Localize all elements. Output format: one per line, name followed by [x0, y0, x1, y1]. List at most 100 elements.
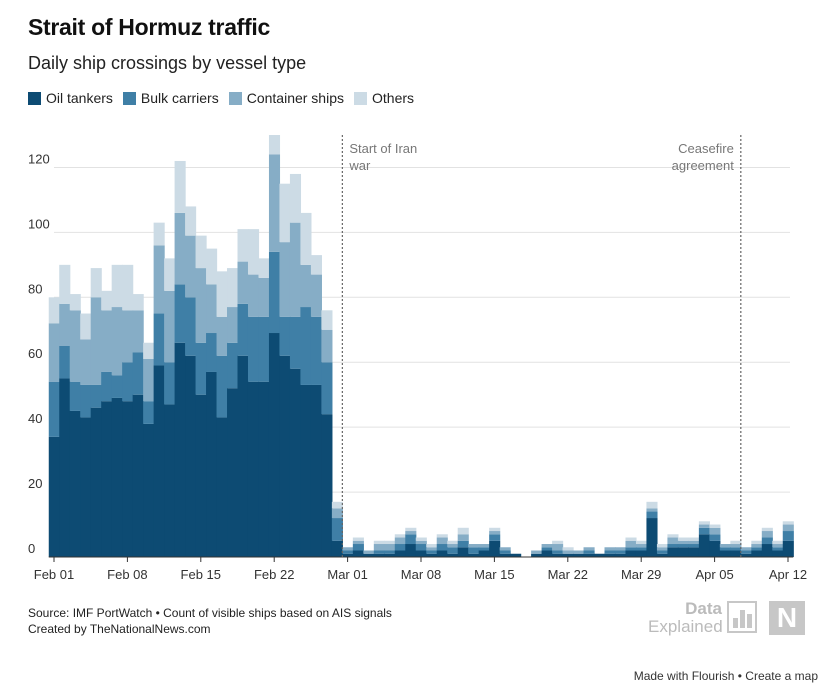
- bar-segment: [677, 537, 689, 541]
- bar-segment: [436, 537, 448, 545]
- bar-segment: [541, 544, 553, 548]
- bar-segment: [206, 248, 218, 285]
- bar-segment: [709, 524, 721, 528]
- bar-segment: [614, 550, 627, 554]
- bar-segment: [667, 544, 679, 548]
- bar-segment: [646, 508, 658, 512]
- bar-segment: [489, 534, 501, 541]
- bar-segment: [499, 553, 511, 557]
- bar-segment: [48, 297, 60, 324]
- bar-segment: [625, 547, 637, 551]
- bar-segment: [751, 547, 763, 551]
- brand-line2: Explained: [648, 617, 723, 636]
- bar-segment: [730, 540, 742, 545]
- bar-segment: [48, 436, 60, 557]
- legend-label: Container ships: [246, 90, 344, 106]
- bar-segment: [541, 547, 553, 551]
- bar-segment: [90, 407, 102, 557]
- legend-item-others[interactable]: Others: [354, 90, 414, 106]
- bar-segment: [279, 316, 291, 356]
- bar-segment: [227, 342, 239, 389]
- bar-segment: [562, 553, 574, 557]
- bar-segment: [195, 268, 207, 343]
- bar-segment: [153, 365, 165, 557]
- bar-segment: [247, 229, 260, 275]
- bar-segment: [457, 527, 469, 535]
- bar-segment: [646, 501, 658, 509]
- bar-segment: [772, 544, 784, 548]
- bar-segment: [531, 550, 543, 554]
- bar-segment: [258, 258, 270, 278]
- legend-item-container-ships[interactable]: Container ships: [228, 90, 344, 106]
- bar-segment: [415, 537, 427, 541]
- bar-segment: [300, 384, 312, 557]
- bar-segment: [132, 394, 144, 557]
- bar-segment: [489, 527, 501, 532]
- bar-segment: [195, 342, 207, 395]
- bar-segment: [279, 183, 291, 243]
- bar-segment: [782, 540, 794, 557]
- bar-segment: [48, 323, 60, 382]
- x-tick-label: Mar 08: [401, 567, 441, 582]
- bar-segment: [552, 540, 564, 545]
- bar-segment: [782, 531, 794, 541]
- bar-segment: [331, 501, 343, 509]
- bar-segment: [206, 284, 218, 334]
- bar-segment: [405, 527, 417, 532]
- x-tick-label: Feb 01: [34, 567, 74, 582]
- bar-segment: [384, 540, 396, 545]
- bar-segment: [164, 290, 176, 363]
- bar-segment: [227, 268, 239, 308]
- bar-segment: [667, 534, 679, 538]
- bar-segment: [195, 394, 207, 557]
- bar-segment: [143, 358, 155, 402]
- bar-segment: [59, 264, 71, 304]
- bar-segment: [258, 316, 270, 382]
- legend-swatch: [28, 91, 41, 105]
- bar-segment: [237, 355, 249, 557]
- bar-segment: [447, 553, 459, 557]
- bar-segment: [90, 297, 102, 385]
- bar-segment: [300, 264, 312, 308]
- x-tick-label: Feb 22: [254, 567, 294, 582]
- bar-segment: [101, 371, 113, 402]
- create-map-link[interactable]: Create a map: [745, 669, 818, 683]
- bar-segment: [730, 544, 742, 548]
- legend-item-bulk-carriers[interactable]: Bulk carriers: [122, 90, 219, 106]
- bar-segment: [468, 547, 480, 554]
- bar-segment: [247, 316, 260, 382]
- bar-segment: [164, 362, 176, 405]
- bar-segment: [573, 550, 585, 554]
- bar-segment: [69, 294, 81, 311]
- bar-segment: [635, 550, 648, 557]
- bar-segment: [394, 537, 406, 545]
- bar-segment: [426, 547, 438, 551]
- y-tick-label: 60: [28, 346, 42, 361]
- legend-swatch: [122, 91, 136, 105]
- bar-segment: [352, 544, 364, 551]
- made-with-flourish-link[interactable]: Made with Flourish: [633, 669, 735, 683]
- bar-segment: [331, 518, 343, 541]
- bar-segment: [604, 550, 616, 554]
- bar-segment: [635, 544, 648, 548]
- bar-segment: [688, 537, 700, 541]
- bar-segment: [583, 550, 595, 554]
- bar-segment: [698, 524, 710, 528]
- bar-segment: [321, 329, 333, 363]
- bar-segment: [216, 417, 228, 557]
- bar-segment: [321, 414, 333, 557]
- legend-item-oil-tankers[interactable]: Oil tankers: [28, 90, 113, 106]
- bar-segment: [373, 553, 385, 557]
- bar-segment: [625, 540, 637, 548]
- bar-segment: [447, 544, 459, 548]
- bar-segment: [384, 544, 396, 551]
- bar-segment: [635, 540, 648, 545]
- x-tick-label: Mar 29: [621, 567, 661, 582]
- bar-segment: [122, 310, 134, 363]
- bar-segment: [468, 544, 480, 548]
- bar-segment: [289, 316, 302, 369]
- bar-segment: [740, 553, 752, 557]
- bar-segment: [436, 550, 448, 557]
- bar-segment: [426, 553, 438, 557]
- bar-segment: [709, 540, 721, 557]
